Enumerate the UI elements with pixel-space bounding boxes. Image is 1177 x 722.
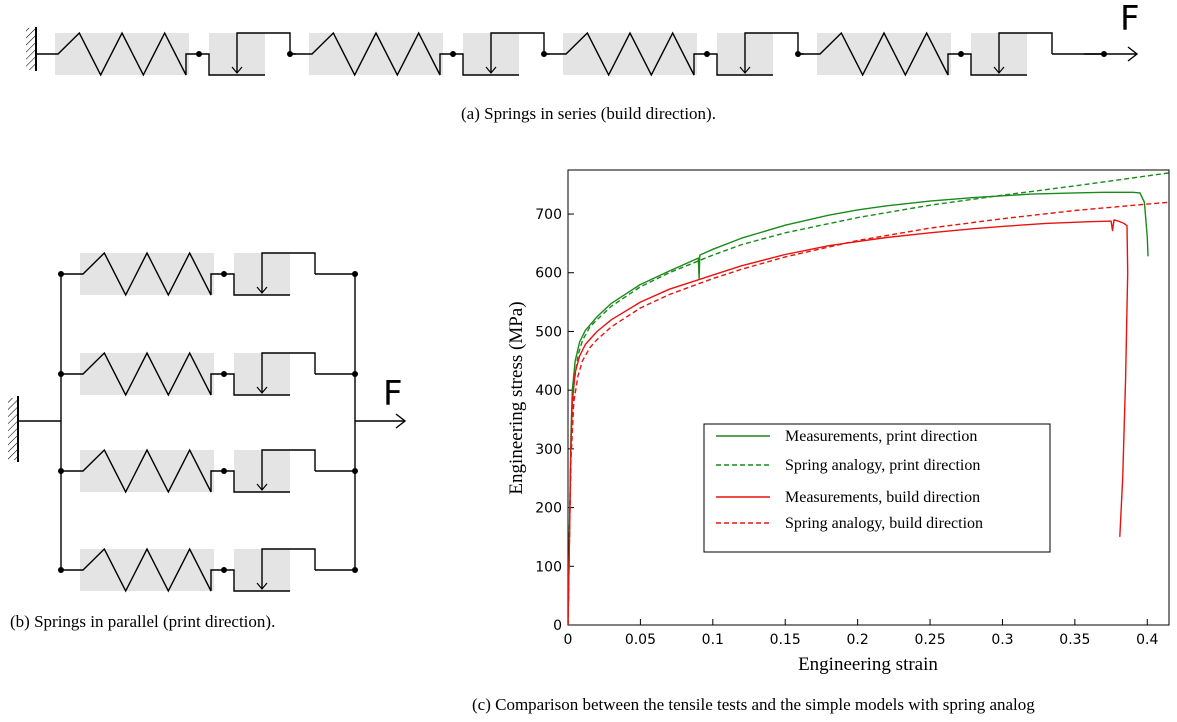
spring-zigzag (61, 251, 224, 297)
friction-arrow-head (993, 66, 1005, 74)
friction-upper-plate (261, 449, 316, 490)
y-axis-label: Engineering stress (MPa) (506, 301, 527, 494)
spring-zigzag (290, 31, 453, 77)
y-tick-label: 300 (535, 442, 562, 458)
friction-lower-plate (707, 53, 773, 76)
force-label-b: F (383, 374, 403, 414)
y-tick-label: 400 (535, 383, 562, 399)
friction-lower-plate (224, 273, 290, 296)
spring-friction-unit (36, 31, 291, 77)
node-dot (352, 567, 358, 573)
caption-a: (a) Springs in series (build direction). (461, 104, 716, 123)
friction-upper-plate (744, 32, 799, 73)
y-tick-label: 700 (535, 207, 562, 223)
x-tick-label: 0.2 (847, 632, 869, 648)
friction-lower-plate (961, 53, 1027, 76)
spring-box (80, 253, 214, 295)
x-tick-label: 0.25 (914, 632, 945, 648)
spring-friction-unit (798, 31, 1053, 77)
spring-zigzag (61, 448, 224, 494)
x-tick-label: 0.05 (625, 632, 656, 648)
legend-label: Measurements, print direction (785, 428, 977, 445)
legend-box (703, 423, 1051, 553)
y-tick-label: 500 (535, 324, 562, 340)
x-axis-label: Engineering strain (798, 654, 938, 675)
legend-label: Spring analogy, print direction (785, 457, 980, 474)
spring-box (80, 450, 214, 492)
spring-box (817, 33, 951, 75)
plot-frame (567, 169, 1170, 626)
friction-lower-plate (224, 373, 290, 396)
friction-upper-plate (236, 32, 291, 73)
friction-upper-plate (261, 548, 316, 589)
friction-arrow-head (231, 66, 243, 74)
node-dot (352, 271, 358, 277)
caption-c: (c) Comparison between the tensile tests… (472, 695, 1035, 714)
y-tick-label: 200 (535, 501, 562, 517)
x-tick-label: 0.4 (1136, 632, 1158, 648)
spring-box (55, 33, 189, 75)
spring-zigzag (61, 351, 224, 397)
force-arrow-head (1127, 46, 1139, 62)
node-dot (352, 468, 358, 474)
node-dot (352, 371, 358, 377)
y-axis: 0 100 200 300 400 500 600 700 (535, 207, 574, 634)
series-line (568, 201, 1169, 625)
force-label-a: F (1120, 0, 1140, 39)
fixed-wall-hatch (8, 398, 18, 460)
stress-strain-chart: 0 0.05 0.1 0.15 0.2 0.25 0.3 0.35 0.4 0 100 200 300… (506, 169, 1170, 675)
plot-curves (568, 172, 1169, 625)
parallel-spring-diagram: F (8, 251, 407, 593)
friction-upper-plate (490, 32, 545, 73)
friction-arrow-head (256, 582, 268, 590)
friction-lower-plate (453, 53, 519, 76)
force-arrow-head (395, 413, 407, 429)
series-line (568, 191, 1149, 625)
fixed-wall-hatch (26, 28, 36, 70)
spring-friction-unit (61, 351, 316, 397)
friction-arrow-head (256, 483, 268, 491)
friction-upper-plate (261, 352, 316, 393)
spring-box (309, 33, 443, 75)
friction-arrow-head (256, 386, 268, 394)
legend: Measurements, print direction Spring anal… (703, 423, 1051, 553)
friction-upper-plate (998, 32, 1053, 73)
friction-arrow-head (256, 286, 268, 294)
spring-friction-unit (61, 547, 316, 593)
x-axis: 0 0.05 0.1 0.15 0.2 0.25 0.3 0.35 0.4 (564, 619, 1159, 648)
x-tick-label: 0.35 (1059, 632, 1090, 648)
spring-box (80, 353, 214, 395)
x-tick-label: 0.1 (702, 632, 724, 648)
spring-zigzag (798, 31, 961, 77)
y-tick-label: 100 (535, 559, 562, 575)
spring-friction-unit (61, 448, 316, 494)
series-spring-diagram: F (26, 0, 1140, 77)
series-line (568, 219, 1129, 625)
spring-friction-unit (290, 31, 545, 77)
friction-arrow-head (485, 66, 497, 74)
spring-friction-unit (544, 31, 799, 77)
friction-lower-plate (224, 569, 290, 592)
spring-zigzag (36, 31, 199, 77)
friction-upper-plate (261, 252, 316, 293)
legend-label: Measurements, build direction (785, 489, 980, 506)
x-tick-label: 0.3 (991, 632, 1013, 648)
spring-box (80, 549, 214, 591)
y-tick-label: 600 (535, 266, 562, 282)
x-tick-label: 0.15 (770, 632, 801, 648)
x-tick-label: 0 (564, 632, 573, 648)
friction-lower-plate (199, 53, 265, 76)
spring-zigzag (544, 31, 707, 77)
legend-label: Spring analogy, build direction (785, 515, 983, 532)
friction-lower-plate (224, 470, 290, 493)
friction-arrow-head (739, 66, 751, 74)
spring-box (563, 33, 697, 75)
y-tick-label: 0 (553, 618, 562, 634)
spring-zigzag (61, 547, 224, 593)
caption-b: (b) Springs in parallel (print direction… (10, 612, 276, 631)
spring-friction-unit (61, 251, 316, 297)
